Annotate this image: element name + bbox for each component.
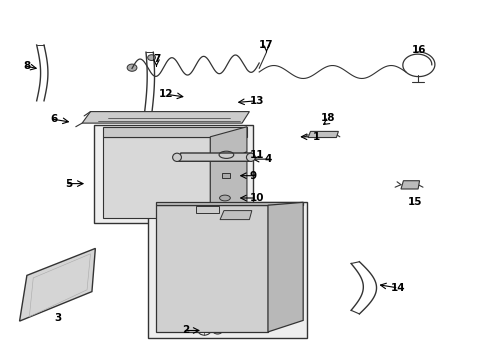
Circle shape <box>206 291 224 303</box>
Text: 6: 6 <box>50 114 58 124</box>
Text: 9: 9 <box>249 171 256 181</box>
Polygon shape <box>210 127 246 218</box>
Text: 12: 12 <box>159 89 173 99</box>
Text: 16: 16 <box>411 45 426 55</box>
Bar <box>94 125 253 223</box>
Bar <box>222 173 229 178</box>
Text: 4: 4 <box>264 154 271 164</box>
Text: 7: 7 <box>152 54 160 64</box>
Text: 8: 8 <box>23 60 30 71</box>
Polygon shape <box>102 127 246 137</box>
Polygon shape <box>82 112 249 123</box>
Circle shape <box>147 55 155 60</box>
Ellipse shape <box>172 153 181 161</box>
Circle shape <box>198 326 210 335</box>
Polygon shape <box>400 181 419 189</box>
Polygon shape <box>177 153 251 161</box>
Text: 1: 1 <box>312 132 320 142</box>
Polygon shape <box>155 202 303 205</box>
Polygon shape <box>267 202 303 332</box>
Text: 5: 5 <box>65 179 72 189</box>
Polygon shape <box>307 131 338 138</box>
Ellipse shape <box>246 153 255 161</box>
Text: 10: 10 <box>249 193 264 203</box>
Polygon shape <box>220 211 251 220</box>
Text: 15: 15 <box>407 197 421 207</box>
Circle shape <box>127 64 137 71</box>
Text: 18: 18 <box>320 113 334 123</box>
Polygon shape <box>102 137 210 218</box>
Text: 14: 14 <box>390 283 405 293</box>
Text: 13: 13 <box>249 96 264 106</box>
Circle shape <box>212 327 222 334</box>
Ellipse shape <box>219 195 230 201</box>
Text: 11: 11 <box>249 150 264 160</box>
Text: 3: 3 <box>54 312 61 323</box>
Polygon shape <box>155 205 267 332</box>
Text: 2: 2 <box>182 325 189 336</box>
Circle shape <box>136 208 147 217</box>
Bar <box>195 206 219 213</box>
Bar <box>147 202 306 338</box>
Text: 17: 17 <box>259 40 273 50</box>
Polygon shape <box>20 248 95 321</box>
